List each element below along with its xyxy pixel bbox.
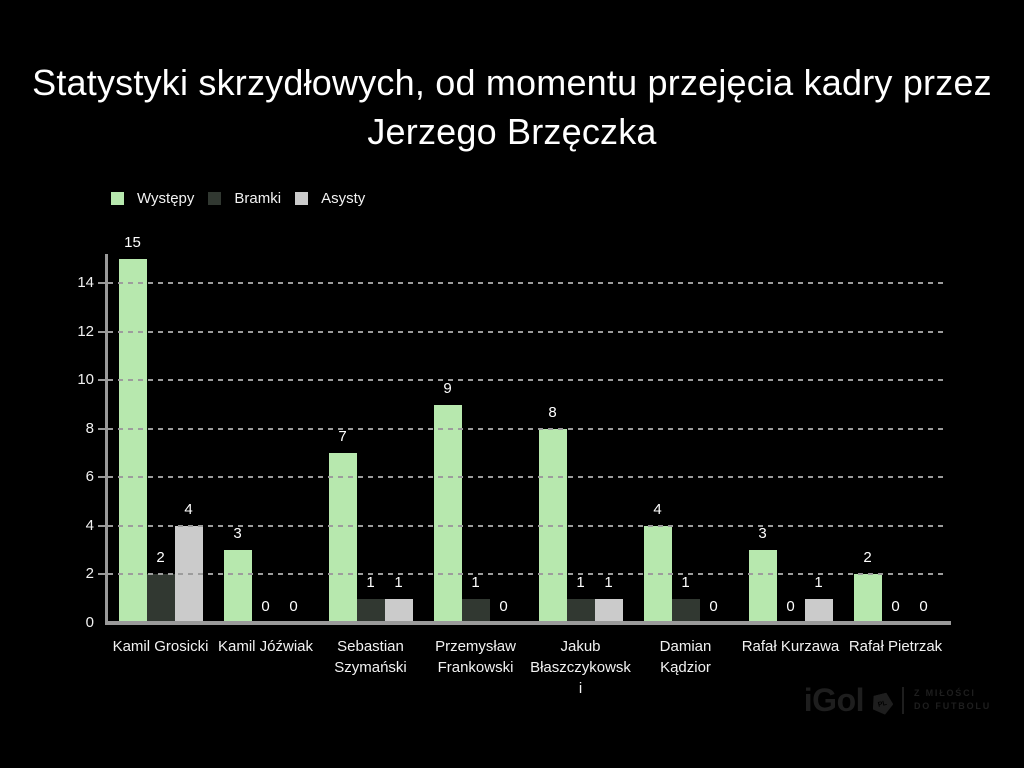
- y-axis-tick-4: [98, 524, 108, 527]
- gridline-4: [108, 524, 948, 527]
- igol-brand-text: iGol: [803, 682, 865, 718]
- bar-value-label: 1: [366, 574, 375, 591]
- gridline-12: [108, 330, 948, 333]
- y-axis-tick-label: 0: [85, 614, 94, 631]
- bar-wyste-py-rafal-pietrzak: [853, 574, 882, 623]
- bar-value-label: 0: [499, 598, 508, 615]
- chart-legend: Występy Bramki Asysty: [111, 190, 365, 207]
- category-label-kamil-jozwiak: Kamil Jóźwiak: [217, 638, 314, 655]
- y-axis-tick-label: 4: [85, 516, 94, 534]
- y-axis-tick-2: [98, 573, 108, 576]
- y-axis-tick-label: 6: [85, 468, 94, 486]
- bar-wyste-py-sebastian-szymanski: [328, 453, 357, 623]
- y-axis-tick-label: 14: [77, 274, 94, 292]
- bar-value-label: 1: [814, 574, 823, 591]
- bar-value-label: 1: [604, 574, 613, 591]
- bar-value-label: 8: [548, 404, 557, 421]
- y-axis-tick-label: 10: [77, 371, 94, 389]
- bar-value-label: 0: [289, 598, 298, 615]
- bar-asysty-rafal-kurzawa: [804, 599, 833, 623]
- bar-chart: 0 2 4 6 8 10 12 14 15 2 4 Kamil Grosicki 3 0 0 Kamil Jó…: [77, 234, 951, 697]
- x-axis-line: [105, 621, 951, 625]
- y-axis-tick-label: 8: [85, 419, 94, 437]
- legend-item-wyste-py: Występy: [111, 190, 194, 207]
- category-label-przemyslaw-frankowski: Przemysław Frankowski: [435, 638, 516, 676]
- bar-value-label: 4: [653, 501, 662, 518]
- igol-logo: iGol PL Z MIŁOŚCI DO FUTBOLU: [804, 682, 991, 718]
- chart-title: Statystyki skrzydłowych, od momentu prze…: [32, 62, 992, 152]
- bar-bramki-kamil-grosicki: [146, 574, 175, 623]
- logo-tagline: Z MIŁOŚCI DO FUTBOLU: [914, 688, 991, 712]
- category-label-damian-ka-dzior: Damian Kądzior: [659, 638, 712, 676]
- y-axis-tick-10: [98, 379, 108, 382]
- y-axis-line: [105, 254, 108, 625]
- y-axis-tick-label: 12: [77, 322, 94, 340]
- gridline-2: [108, 573, 948, 576]
- y-axis-tick-label: 2: [85, 565, 94, 583]
- legend-item-asysty: Asysty: [295, 190, 365, 207]
- category-label-rafal-pietrzak: Rafał Pietrzak: [848, 638, 943, 655]
- bar-value-label: 0: [261, 598, 270, 615]
- bar-bramki-jakub-blaszczykowski: [566, 599, 595, 623]
- y-axis-tick-6: [98, 476, 108, 479]
- bar-value-label: 3: [233, 525, 242, 542]
- bar-wyste-py-rafal-kurzawa: [748, 550, 777, 623]
- bar-value-label: 2: [156, 549, 165, 566]
- gridline-14: [108, 282, 948, 285]
- bar-value-label: 1: [681, 574, 690, 591]
- legend-item-bramki: Bramki: [208, 190, 281, 207]
- bar-value-label: 3: [758, 525, 767, 542]
- bar-value-label: 0: [786, 598, 795, 615]
- bar-bramki-przemyslaw-frankowski: [461, 599, 490, 623]
- legend-swatch-asysty: [295, 192, 309, 205]
- logo-divider: [902, 686, 904, 714]
- bar-bramki-sebastian-szymanski: [356, 599, 385, 623]
- legend-swatch-bramki: [208, 192, 222, 205]
- bar-value-label: 0: [891, 598, 900, 615]
- y-axis-tick-14: [98, 282, 108, 285]
- bar-asysty-sebastian-szymanski: [384, 599, 413, 623]
- bar-value-label: 0: [919, 598, 928, 615]
- category-label-rafal-kurzawa: Rafał Kurzawa: [741, 638, 840, 655]
- bar-asysty-jakub-blaszczykowski: [594, 599, 623, 623]
- y-axis-tick-12: [98, 330, 108, 333]
- gridline-6: [108, 476, 948, 479]
- bar-wyste-py-kamil-grosicki: [118, 259, 147, 623]
- tagline-line-2: DO FUTBOLU: [914, 701, 991, 711]
- category-label-jakub-blaszczykowski: Jakub Błaszczykowski: [530, 638, 631, 697]
- gridline-8: [108, 427, 948, 430]
- bar-value-label: 1: [471, 574, 480, 591]
- y-axis-tick-8: [98, 427, 108, 430]
- bar-value-label: 7: [338, 428, 347, 445]
- category-label-kamil-grosicki: Kamil Grosicki: [112, 638, 209, 655]
- category-label-sebastian-szymanski: Sebastian Szymański: [334, 638, 407, 676]
- bar-value-label: 2: [863, 549, 872, 566]
- pl-badge-text: PL: [877, 699, 888, 709]
- bar-value-label: 4: [184, 501, 193, 518]
- bar-value-label: 1: [576, 574, 585, 591]
- tagline-line-1: Z MIŁOŚCI: [914, 688, 976, 698]
- legend-label-wyste-py: Występy: [137, 190, 195, 207]
- bar-value-label: 15: [124, 234, 141, 251]
- bar-bramki-damian-ka-dzior: [671, 599, 700, 623]
- bar-value-label: 9: [443, 380, 452, 397]
- legend-swatch-wyste-py: [111, 192, 124, 205]
- bar-wyste-py-kamil-jozwiak: [223, 550, 252, 623]
- bar-value-label: 1: [394, 574, 403, 591]
- legend-label-asysty: Asysty: [321, 190, 366, 207]
- bar-value-label: 0: [709, 598, 718, 615]
- pl-pentagon-icon: PL: [870, 691, 895, 716]
- legend-label-bramki: Bramki: [234, 190, 282, 207]
- gridline-10: [108, 379, 948, 382]
- bar-wyste-py-przemyslaw-frankowski: [433, 405, 462, 623]
